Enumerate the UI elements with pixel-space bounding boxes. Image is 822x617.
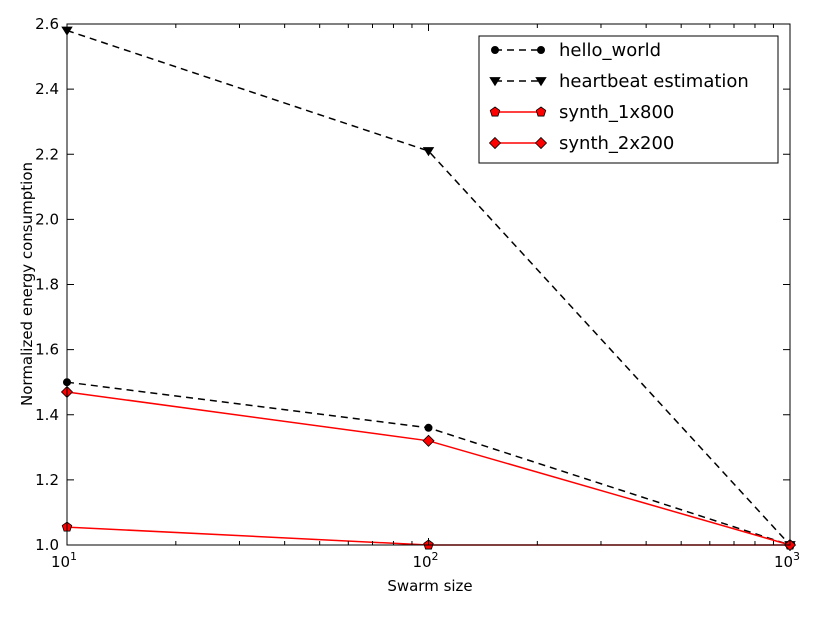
data-point-s1-1 (422, 147, 435, 157)
legend-marker-end-1 (535, 77, 547, 87)
y-tick-label-1: 1.2 (35, 471, 59, 489)
legend-box (478, 35, 779, 164)
y-axis-label: Normalized energy consumption (18, 162, 36, 406)
plot-area: 1.0 1.2 1.4 1.6 1.8 2.0 2.2 2.4 2.6 101 102 103 hell… (35, 15, 800, 571)
legend-marker-start-0 (490, 46, 499, 55)
legend-marker-end-3 (534, 136, 548, 150)
legend-marker-end-2 (535, 106, 547, 117)
legend: hello_world heartbeat estimation synth_1x8… (478, 35, 779, 164)
legend-marker-start-2 (489, 106, 501, 117)
x-tick-label-0: 101 (51, 550, 77, 571)
legend-label-0: hello_world (559, 40, 661, 61)
y-tick-label-8: 2.6 (35, 15, 59, 33)
data-point-s0-1 (424, 423, 433, 432)
y-tick-label-3: 1.6 (35, 341, 59, 359)
x-axis-label: Swarm size (387, 577, 472, 595)
x-tick-label-2: 103 (774, 550, 800, 571)
data-point-s3-1 (422, 434, 435, 447)
y-tick-label-0: 1.0 (35, 536, 59, 554)
series-line-1 (66, 29, 791, 546)
y-tick-label-7: 2.4 (35, 80, 59, 98)
y-tick-label-2: 1.4 (35, 406, 59, 424)
legend-label-1: heartbeat estimation (559, 71, 749, 92)
series-line-3 (66, 391, 791, 546)
y-tick-label-4: 1.8 (35, 276, 59, 294)
legend-marker-end-0 (537, 46, 546, 55)
legend-label-3: synth_2x200 (559, 133, 674, 154)
legend-marker-start-3 (488, 136, 502, 150)
y-tick-label-5: 2.0 (35, 210, 59, 228)
x-tick-label-1: 102 (412, 550, 438, 571)
y-tick-label-6: 2.2 (35, 145, 59, 163)
legend-label-2: synth_1x800 (559, 102, 674, 123)
legend-marker-start-1 (489, 77, 501, 87)
